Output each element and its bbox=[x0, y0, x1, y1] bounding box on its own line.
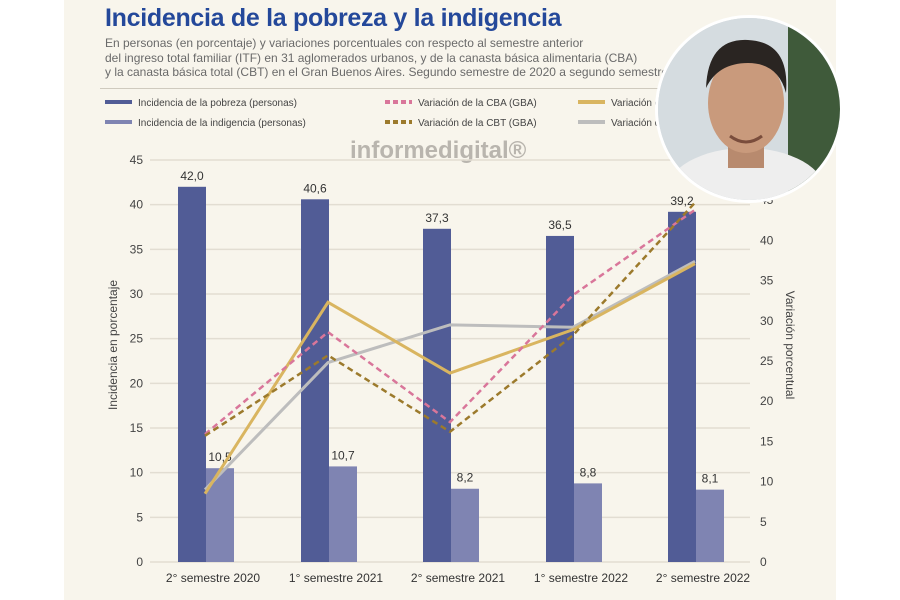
y-tick-label: 20 bbox=[130, 376, 144, 390]
poverty-bar bbox=[423, 228, 451, 562]
y2-tick-label: 30 bbox=[760, 314, 774, 328]
y-tick-label: 40 bbox=[130, 198, 144, 212]
subtitle-line: del ingreso total familiar (ITF) en 31 a… bbox=[105, 50, 638, 65]
series-line bbox=[204, 208, 696, 436]
x-tick-label: 2° semestre 2020 bbox=[166, 571, 261, 585]
y2-tick-label: 40 bbox=[760, 233, 774, 247]
series-line bbox=[203, 259, 696, 491]
subtitle-line: y la canasta básica total (CBT) en el Gr… bbox=[105, 65, 665, 79]
axes: 051015202530354045051015202530354045Inci… bbox=[106, 153, 797, 585]
indigence-bar bbox=[574, 483, 602, 562]
y2-tick-label: 10 bbox=[760, 475, 774, 489]
bar-value-label: 8,1 bbox=[702, 472, 719, 486]
legend-label: Variación de bbox=[611, 118, 666, 129]
page-title: Incidencia de la pobreza y la indigencia bbox=[105, 4, 562, 32]
y2-tick-label: 25 bbox=[760, 354, 774, 368]
y-tick-label: 35 bbox=[130, 242, 144, 256]
x-tick-label: 1° semestre 2021 bbox=[289, 571, 384, 585]
y2-tick-label: 35 bbox=[760, 274, 774, 288]
y2-axis-title: Variación porcentual bbox=[783, 291, 797, 400]
series-line bbox=[204, 201, 696, 437]
x-tick-label: 1° semestre 2022 bbox=[534, 571, 629, 585]
legend: Incidencia de la pobreza (personas) Incid… bbox=[105, 98, 671, 129]
poverty-bar bbox=[301, 199, 329, 562]
bar-value-label: 36,5 bbox=[548, 218, 572, 232]
person-photo-image bbox=[658, 18, 840, 200]
bar-value-label: 8,8 bbox=[580, 465, 597, 479]
divider bbox=[100, 88, 700, 89]
indigence-bar bbox=[329, 466, 357, 562]
y2-tick-label: 20 bbox=[760, 394, 774, 408]
legend-label: Variación de la CBA (GBA) bbox=[418, 98, 537, 109]
bar-value-label: 8,2 bbox=[457, 471, 474, 485]
y-tick-label: 25 bbox=[130, 332, 144, 346]
y-tick-label: 5 bbox=[136, 510, 143, 524]
legend-label: Variación de l bbox=[611, 98, 671, 109]
y-tick-label: 30 bbox=[130, 287, 144, 301]
legend-label: Incidencia de la pobreza (personas) bbox=[138, 98, 297, 109]
poverty-bar bbox=[178, 186, 206, 563]
y-tick-label: 15 bbox=[130, 421, 144, 435]
bar-value-label: 42,0 bbox=[180, 169, 204, 183]
legend-label: Variación de la CBT (GBA) bbox=[418, 118, 537, 129]
indigence-bar bbox=[696, 489, 724, 562]
y2-tick-label: 5 bbox=[760, 515, 767, 529]
subtitle: En personas (en porcentaje) y variacione… bbox=[105, 36, 665, 80]
x-tick-label: 2° semestre 2022 bbox=[656, 571, 751, 585]
x-tick-label: 2° semestre 2021 bbox=[411, 571, 506, 585]
y-tick-label: 10 bbox=[130, 466, 144, 480]
y-tick-label: 45 bbox=[130, 153, 144, 167]
y2-tick-label: 0 bbox=[760, 555, 767, 569]
series-line bbox=[203, 262, 696, 495]
person-photo bbox=[655, 15, 843, 203]
y2-tick-label: 15 bbox=[760, 434, 774, 448]
y-axis-title: Incidencia en porcentaje bbox=[106, 280, 120, 410]
lines bbox=[203, 201, 696, 495]
subtitle-line: En personas (en porcentaje) y variacione… bbox=[105, 36, 584, 50]
poverty-bar bbox=[546, 235, 574, 562]
legend-label: Incidencia de la indigencia (personas) bbox=[138, 118, 306, 129]
bar-value-label: 10,7 bbox=[331, 448, 355, 462]
y-tick-label: 0 bbox=[136, 555, 143, 569]
indigence-bar bbox=[451, 488, 479, 562]
bar-value-label: 40,6 bbox=[303, 181, 327, 195]
bars: 42,040,637,336,539,210,5 10,78,2 8,8 8,1 bbox=[178, 169, 724, 563]
bar-value-label: 37,3 bbox=[425, 211, 449, 225]
